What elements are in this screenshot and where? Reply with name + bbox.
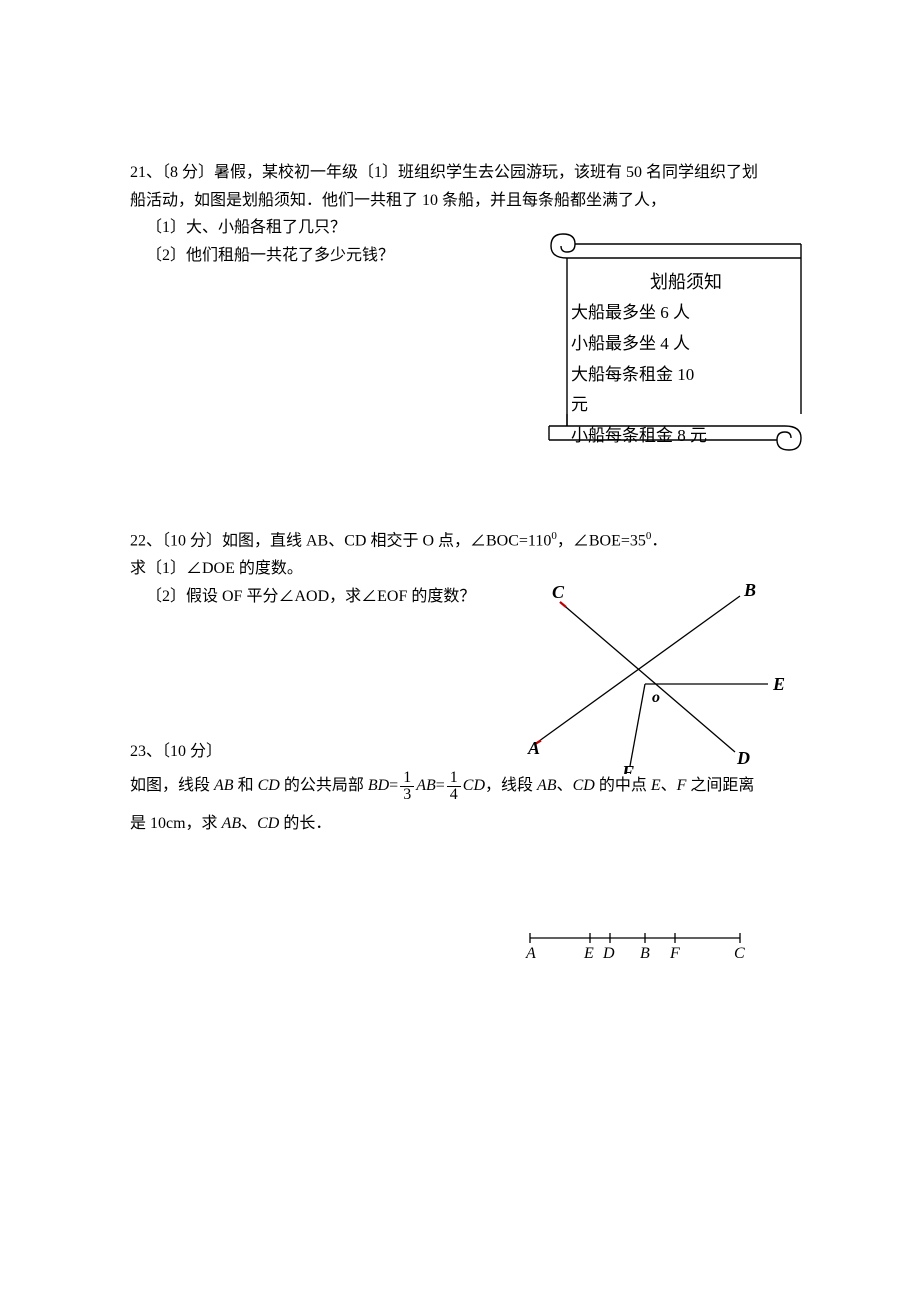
p23-CD3: CD xyxy=(573,777,595,794)
p23-l1g: 之间距离 xyxy=(686,777,754,794)
p23-AB1: AB xyxy=(214,777,234,794)
p23-l1c: 的公共局部 xyxy=(280,777,368,794)
seg-C: C xyxy=(734,945,745,962)
label-O: o xyxy=(652,689,660,706)
p22-header-c: ． xyxy=(651,533,667,550)
label-C: C xyxy=(552,582,565,602)
frac-1-3: 13 xyxy=(400,770,414,803)
f1n: 1 xyxy=(400,770,414,787)
p23-F: F xyxy=(677,777,687,794)
p23-AB3: AB xyxy=(537,777,557,794)
seg-E: E xyxy=(583,945,594,962)
angle-diagram: A B C D E F o xyxy=(500,574,790,774)
p23-l1b: 和 xyxy=(234,777,258,794)
p23-l2c: 的长． xyxy=(279,815,331,832)
scroll-note: 划船须知 大船最多坐 6 人 小船最多坐 4 人 大船每条租金 10 元 小船每… xyxy=(535,228,815,458)
label-E: E xyxy=(772,674,785,694)
label-A: A xyxy=(527,738,540,758)
p21-header: 21、〔8 分〕暑假，某校初一年级〔1〕班组织学生去公园游玩，该班有 50 名同… xyxy=(130,160,790,186)
seg-A: A xyxy=(525,945,536,962)
note-l4: 元 xyxy=(571,390,801,421)
frac-1-4: 14 xyxy=(447,770,461,803)
note-l1: 大船最多坐 6 人 xyxy=(571,298,801,329)
p23-l1d: ，线段 xyxy=(485,777,537,794)
p23-BD: BD xyxy=(368,777,389,794)
f2n: 1 xyxy=(447,770,461,787)
p22-header-b: ，∠BOE=35 xyxy=(557,533,646,550)
p23-l1f: 的中点 xyxy=(595,777,651,794)
f2d: 4 xyxy=(447,787,461,803)
note-title: 划船须知 xyxy=(571,266,801,298)
note-l2: 小船最多坐 4 人 xyxy=(571,329,801,360)
p23-AB4: AB xyxy=(222,815,242,832)
p23-CD4: CD xyxy=(257,815,279,832)
p23-AB2: AB xyxy=(416,777,436,794)
seg-B: B xyxy=(640,945,650,962)
note-l3: 大船每条租金 10 xyxy=(571,360,801,391)
p23-l1e2: 、 xyxy=(661,777,677,794)
p22-header: 22、〔10 分〕如图，直线 AB、CD 相交于 O 点，∠BOC=1100，∠… xyxy=(130,528,790,554)
p23-l1e: 、 xyxy=(557,777,573,794)
p23-eq1: = xyxy=(389,777,398,794)
p21-line2: 船活动，如图是划船须知．他们一共租了 10 条船，并且每条船都坐满了人， xyxy=(130,188,790,214)
p23-body: 如图，线段 AB 和 CD 的公共局部 BD=13AB=14CD，线段 AB、C… xyxy=(130,767,790,844)
p23-l2b: 、 xyxy=(241,815,257,832)
scroll-note-text: 划船须知 大船最多坐 6 人 小船最多坐 4 人 大船每条租金 10 元 小船每… xyxy=(571,266,801,451)
p23-l1a: 如图，线段 xyxy=(130,777,214,794)
p22-header-a: 22、〔10 分〕如图，直线 AB、CD 相交于 O 点，∠BOC=110 xyxy=(130,533,551,550)
p23-CD2: CD xyxy=(463,777,485,794)
p23-eq2: = xyxy=(436,777,445,794)
p23-l2a: 是 10cm，求 xyxy=(130,815,222,832)
segment-diagram: A E D B F C xyxy=(525,926,745,966)
note-l5: 小船每条租金 8 元 xyxy=(571,421,801,452)
seg-D: D xyxy=(602,945,615,962)
label-B: B xyxy=(743,580,756,600)
label-F: F xyxy=(621,762,634,774)
f1d: 3 xyxy=(400,787,414,803)
p23-CD1: CD xyxy=(258,777,280,794)
seg-F: F xyxy=(669,945,680,962)
p23-E: E xyxy=(651,777,661,794)
label-D: D xyxy=(736,748,750,768)
